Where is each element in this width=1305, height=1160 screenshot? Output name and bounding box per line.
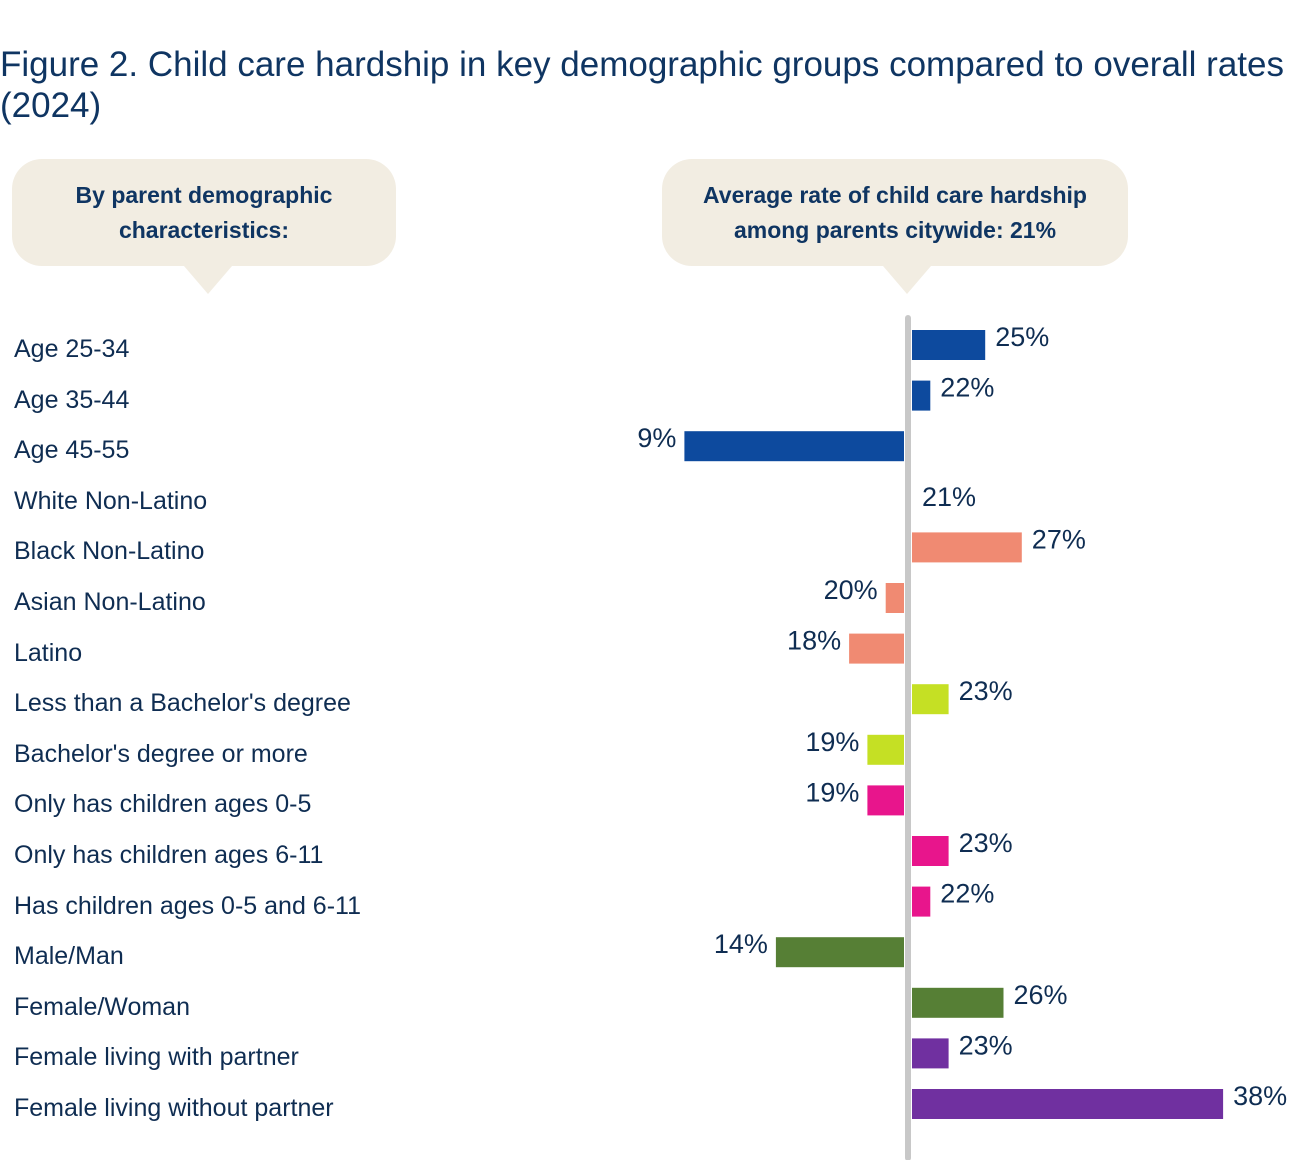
bar bbox=[849, 633, 904, 664]
bar bbox=[867, 734, 904, 765]
bar bbox=[912, 532, 1022, 563]
data-label: 23% bbox=[959, 828, 1013, 858]
category-label: Age 25-34 bbox=[14, 335, 130, 363]
bar bbox=[867, 785, 904, 816]
bar bbox=[912, 684, 949, 715]
category-label: Black Non-Latino bbox=[14, 537, 205, 566]
bar bbox=[775, 937, 904, 968]
category-label: Age 45-55 bbox=[14, 436, 130, 465]
data-label: 38% bbox=[1233, 1081, 1287, 1111]
bar bbox=[912, 330, 986, 360]
bar bbox=[912, 886, 931, 917]
category-label: Only has children ages 0-5 bbox=[14, 790, 312, 819]
category-label: Only has children ages 6-11 bbox=[14, 841, 324, 869]
data-label: 23% bbox=[959, 676, 1013, 706]
category-label: Bachelor's degree or more bbox=[14, 739, 308, 768]
data-label: 22% bbox=[940, 373, 994, 403]
data-label: 20% bbox=[824, 575, 878, 605]
category-label: Less than a Bachelor's degree bbox=[14, 689, 351, 718]
bar bbox=[684, 431, 904, 462]
category-label: Female living with partner bbox=[14, 1043, 299, 1072]
data-label: 22% bbox=[940, 879, 994, 909]
bar bbox=[912, 1038, 949, 1069]
chart-title: Figure 2. Child care hardship in key dem… bbox=[0, 45, 1284, 125]
bar bbox=[912, 836, 949, 866]
callout-citywide-average-text: Average rate of child care hardship amon… bbox=[703, 181, 1087, 243]
bar bbox=[885, 583, 904, 613]
category-label: Female living without partner bbox=[14, 1094, 334, 1122]
category-label: Asian Non-Latino bbox=[14, 588, 206, 616]
bar bbox=[912, 380, 931, 411]
bar bbox=[912, 987, 1004, 1018]
category-label: Male/Man bbox=[14, 942, 124, 971]
data-label: 19% bbox=[805, 727, 859, 757]
category-label: Has children ages 0-5 and 6-11 bbox=[14, 891, 361, 920]
category-label: Female/Woman bbox=[14, 992, 190, 1021]
callout-citywide-average: Average rate of child care hardship amon… bbox=[662, 159, 1128, 294]
data-label: 14% bbox=[714, 929, 768, 959]
category-label: Latino bbox=[14, 638, 83, 667]
callout-demographics-text: By parent demographic characteristics: bbox=[75, 181, 333, 243]
data-label: 27% bbox=[1032, 524, 1086, 554]
category-label: White Non-Latino bbox=[14, 486, 208, 515]
data-label: 18% bbox=[787, 626, 841, 656]
data-label: 26% bbox=[1014, 980, 1068, 1010]
data-label: 25% bbox=[995, 322, 1049, 352]
data-label: 9% bbox=[637, 423, 676, 453]
bar bbox=[912, 1089, 1224, 1119]
data-label: 21% bbox=[922, 482, 976, 512]
callout-demographics: By parent demographic characteristics: bbox=[12, 159, 396, 294]
data-label: 23% bbox=[959, 1030, 1013, 1060]
category-label: Age 35-44 bbox=[14, 385, 130, 414]
data-label: 19% bbox=[805, 777, 859, 807]
